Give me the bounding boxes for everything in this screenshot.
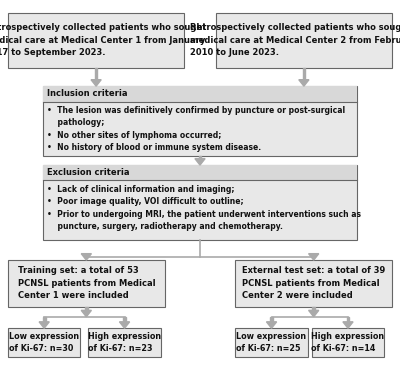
Bar [312, 254, 315, 257]
Text: External test set: a total of 39
PCNSL patients from Medical
Center 2 were inclu: External test set: a total of 39 PCNSL p… [242, 266, 385, 300]
Polygon shape [308, 310, 319, 317]
Bar [43, 165, 357, 240]
Text: Low expression
of Ki-67: n=30: Low expression of Ki-67: n=30 [9, 332, 79, 353]
Bar [216, 13, 392, 68]
Polygon shape [39, 322, 49, 328]
Text: Low expression
of Ki-67: n=25: Low expression of Ki-67: n=25 [236, 332, 307, 353]
Text: •  The lesion was definitively confirmed by puncture or post-surgical
    pathol: • The lesion was definitively confirmed … [47, 106, 345, 152]
Bar [302, 68, 305, 80]
Bar [85, 254, 88, 257]
Polygon shape [91, 80, 101, 86]
Bar [43, 165, 357, 180]
Bar [123, 317, 126, 322]
Polygon shape [120, 322, 130, 328]
Bar [43, 86, 357, 156]
Bar [95, 68, 98, 80]
Bar [8, 328, 80, 357]
Text: Inclusion criteria: Inclusion criteria [47, 89, 128, 98]
Bar [43, 86, 357, 101]
Text: High expression
of Ki-67: n=14: High expression of Ki-67: n=14 [312, 332, 384, 353]
Bar [235, 260, 392, 307]
Bar [43, 317, 46, 322]
Bar [85, 307, 88, 310]
Bar [347, 317, 349, 322]
Text: Exclusion criteria: Exclusion criteria [47, 168, 130, 177]
Bar [235, 328, 308, 357]
Text: High expression
of Ki-67: n=23: High expression of Ki-67: n=23 [88, 332, 161, 353]
Text: •  Lack of clinical information and imaging;
•  Poor image quality, VOI difficul: • Lack of clinical information and imagi… [47, 185, 361, 231]
Polygon shape [195, 158, 205, 165]
Bar [312, 307, 315, 310]
Polygon shape [266, 322, 277, 328]
Polygon shape [81, 254, 92, 260]
Bar [312, 328, 384, 357]
Bar [8, 13, 184, 68]
Bar [270, 317, 273, 322]
Text: Retrospectively collected patients who sought
medical care at Medical Center 1 f: Retrospectively collected patients who s… [0, 23, 207, 57]
Text: Training set: a total of 53
PCNSL patients from Medical
Center 1 were included: Training set: a total of 53 PCNSL patien… [18, 266, 155, 300]
Polygon shape [81, 310, 92, 317]
Polygon shape [343, 322, 353, 328]
Polygon shape [299, 80, 309, 86]
Polygon shape [308, 254, 319, 260]
Bar [8, 260, 165, 307]
Bar [199, 156, 201, 158]
Bar [88, 328, 161, 357]
Text: Retrospectively collected patients who sought
medical care at Medical Center 2 f: Retrospectively collected patients who s… [190, 23, 400, 57]
